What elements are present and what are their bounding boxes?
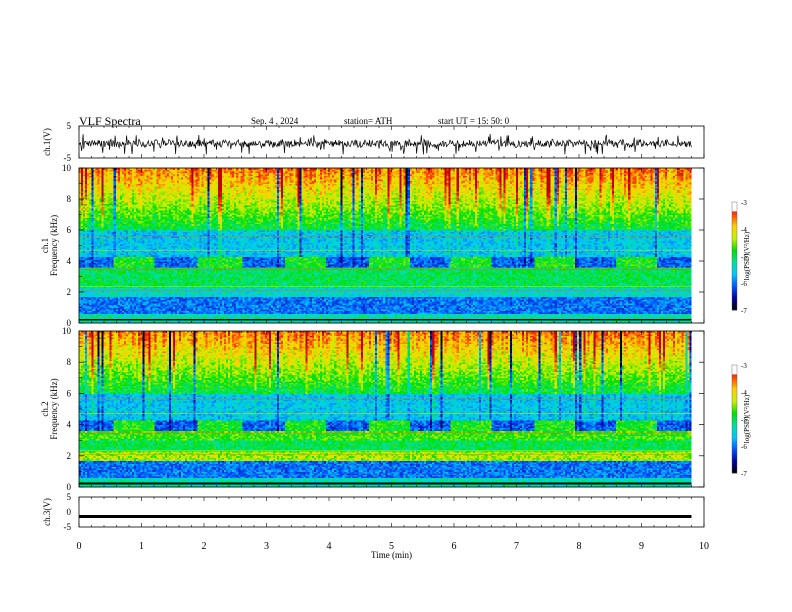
ch1-waveform-line [79,134,692,155]
ch1-waveform-panel: 5 -5 ch.1(V) [42,121,704,163]
ytick-label: 5 [67,121,72,131]
ch1-ylabel: ch.1(V) [42,128,52,156]
ytick-label: -5 [64,153,72,163]
spectrogram-image [79,168,692,323]
